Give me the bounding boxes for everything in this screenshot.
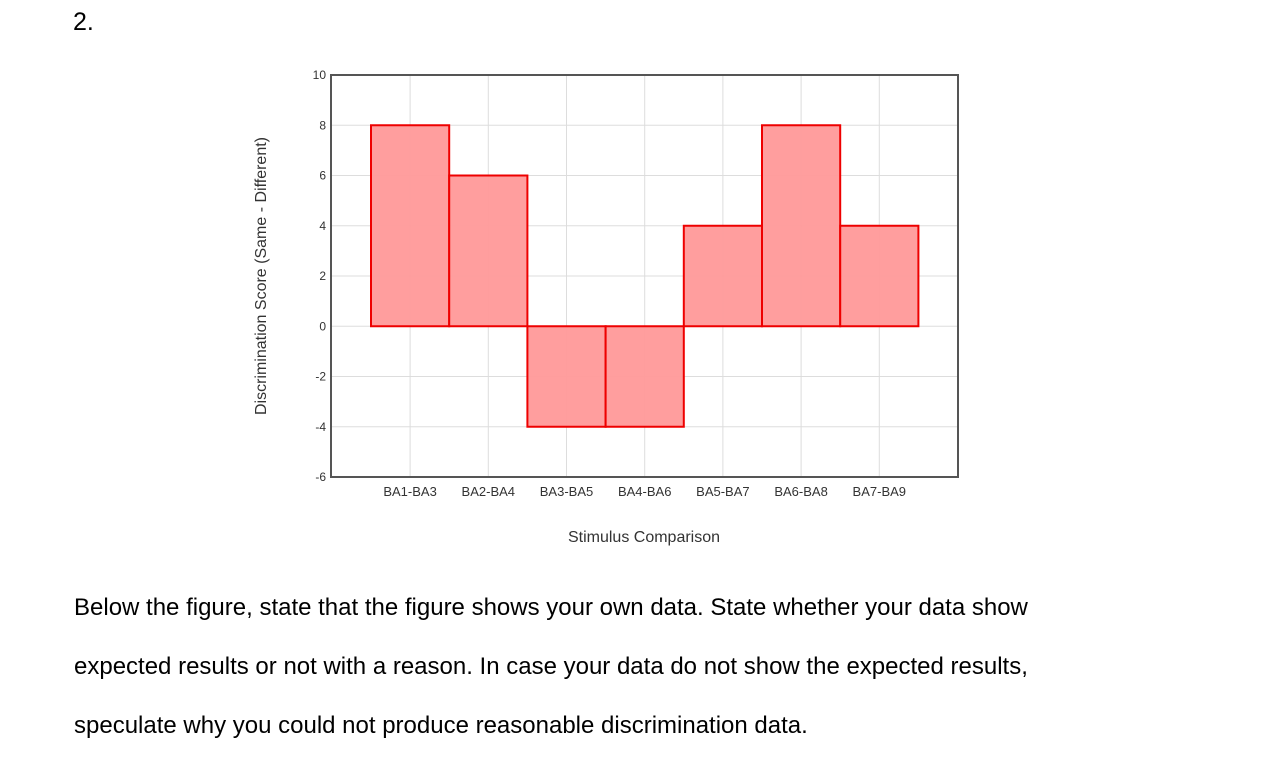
y-tick-label: -4	[315, 420, 326, 434]
x-tick-label: BA6-BA8	[774, 484, 827, 499]
y-tick-label: -2	[315, 370, 326, 384]
bars	[370, 124, 920, 428]
bar-ba5-ba7	[682, 224, 763, 328]
instructions-line-2: expected results or not with a reason. I…	[74, 653, 1028, 680]
bar-ba1-ba3	[370, 124, 451, 328]
bar-ba7-ba9	[839, 224, 920, 328]
x-tick-label: BA7-BA9	[853, 484, 906, 499]
bar-chart: 10 8 6 4 2 0 -2 -4 -6 BA1-BA3 BA2-BA4 BA3-BA5 BA4-B…	[253, 68, 959, 546]
y-tick-label: -6	[315, 470, 326, 484]
y-tick-label: 6	[319, 169, 326, 183]
bar-ba3-ba5	[526, 325, 607, 428]
x-tick-label: BA3-BA5	[540, 484, 593, 499]
instructions-line-3: speculate why you could not produce reas…	[74, 712, 808, 739]
x-tick-label: BA1-BA3	[383, 484, 436, 499]
instructions: Below the figure, state that the figure …	[74, 578, 1214, 755]
y-axis-label: Discrimination Score (Same - Different)	[253, 137, 270, 415]
x-tick-labels: BA1-BA3 BA2-BA4 BA3-BA5 BA4-BA6 BA5-BA7 BA6-B…	[383, 484, 906, 499]
instructions-line-1: Below the figure, state that the figure …	[74, 594, 1028, 621]
plot-frame	[330, 74, 959, 478]
bar-ba2-ba4	[448, 174, 529, 328]
y-tick-labels: 10 8 6 4 2 0 -2 -4 -6	[313, 68, 327, 484]
bar-ba4-ba6	[604, 325, 685, 428]
y-tick-label: 2	[319, 269, 326, 283]
x-axis-label: Stimulus Comparison	[568, 529, 720, 546]
y-tick-label: 0	[319, 319, 326, 333]
y-tick-label: 8	[319, 118, 326, 132]
x-tick-label: BA5-BA7	[696, 484, 749, 499]
y-tick-label: 4	[319, 219, 326, 233]
y-tick-label: 10	[313, 68, 327, 82]
x-tick-label: BA4-BA6	[618, 484, 671, 499]
x-tick-label: BA2-BA4	[462, 484, 515, 499]
bar-ba6-ba8	[761, 124, 842, 328]
question-number: 2.	[73, 8, 94, 36]
